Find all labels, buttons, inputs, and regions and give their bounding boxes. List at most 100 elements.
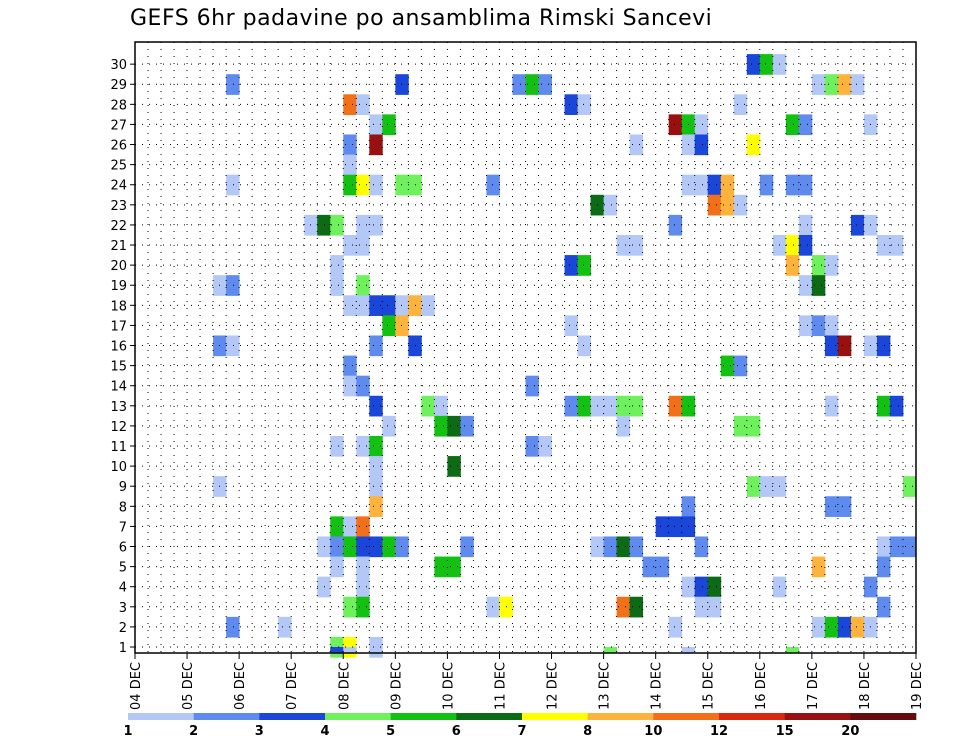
- heatmap-cell: [356, 556, 370, 578]
- heatmap-cell: [837, 335, 852, 357]
- heatmap-cell: [668, 214, 683, 236]
- heatmap-cell: [850, 616, 865, 638]
- heatmap-cell: [395, 536, 409, 558]
- heatmap-cell: [707, 576, 722, 598]
- heatmap-cell: [824, 395, 839, 417]
- heatmap-cell: [226, 335, 240, 357]
- heatmap-cell: [369, 456, 383, 477]
- heatmap-cell: [759, 54, 774, 75]
- heatmap-cell: [330, 275, 344, 296]
- heatmap-cell: [707, 596, 722, 618]
- colorbar-label: 10: [644, 724, 662, 739]
- y-tick-label: 15: [110, 360, 127, 375]
- heatmap-cell: [668, 616, 683, 638]
- x-tick-label: 19 DEC: [910, 662, 925, 710]
- heatmap-cell: [564, 94, 578, 115]
- heatmap-cell: [811, 255, 826, 276]
- heatmap-cell: [785, 234, 800, 256]
- heatmap-cell: [720, 174, 735, 196]
- heatmap-cell: [811, 275, 826, 296]
- plot-frame: [134, 41, 917, 654]
- heatmap-cell: [616, 596, 631, 618]
- heatmap-cell: [525, 435, 539, 457]
- heatmap-cell: [876, 234, 891, 256]
- heatmap-cell: [356, 275, 370, 296]
- y-tick-label: 19: [110, 279, 127, 294]
- heatmap-cell: [876, 395, 891, 417]
- heatmap-cell: [460, 536, 474, 558]
- x-tick-label: 08 DEC: [337, 662, 352, 710]
- heatmap-cell: [694, 576, 709, 598]
- colorbar-swatch: [193, 713, 260, 720]
- colorbar-swatch: [390, 713, 457, 720]
- colorbar-swatch: [850, 713, 917, 720]
- heatmap-cell: [369, 395, 383, 417]
- heatmap-cell: [824, 496, 839, 517]
- heatmap-cell: [343, 596, 357, 618]
- heatmap-cell: [343, 647, 357, 653]
- heatmap-cell: [226, 275, 240, 296]
- y-tick-label: 30: [110, 58, 127, 73]
- y-tick-label: 27: [110, 118, 127, 133]
- heatmap-cell: [382, 295, 396, 316]
- chart-title: GEFS 6hr padavine po ansamblima Rimski S…: [130, 6, 713, 31]
- y-tick-label: 22: [110, 219, 127, 234]
- heatmap-cell: [486, 596, 500, 618]
- chart-axes: 1234567891011121314151617181920212223242…: [110, 41, 925, 710]
- heatmap-cell: [668, 395, 683, 417]
- heatmap-cell: [356, 596, 370, 618]
- x-tick-label: 15 DEC: [702, 662, 717, 710]
- heatmap-cell: [655, 516, 670, 538]
- x-tick-label: 06 DEC: [233, 662, 248, 710]
- heatmap-cell: [811, 556, 826, 578]
- heatmap-cell: [642, 556, 657, 578]
- heatmap-cell: [343, 355, 357, 377]
- heatmap-cell: [876, 536, 891, 558]
- heatmap-cell: [668, 516, 683, 538]
- heatmap-cell: [525, 375, 539, 397]
- y-tick-label: 10: [110, 460, 127, 475]
- heatmap-cell: [850, 74, 865, 95]
- heatmap-cell: [798, 315, 813, 337]
- colorbar-swatch: [325, 713, 391, 720]
- heatmap-cell: [694, 596, 709, 618]
- heatmap-cell: [707, 194, 722, 216]
- colorbar-swatch: [719, 713, 785, 720]
- heatmap-cell: [720, 355, 735, 377]
- heatmap-cell: [278, 616, 292, 638]
- heatmap-cell: [330, 214, 344, 236]
- heatmap-cell: [577, 395, 591, 417]
- heatmap-cell: [746, 134, 761, 156]
- heatmap-cell: [850, 214, 865, 236]
- x-tick-label: 12 DEC: [546, 662, 561, 710]
- colorbar-swatch: [456, 713, 523, 720]
- heatmap-cell: [694, 536, 709, 558]
- y-tick-label: 23: [110, 199, 127, 214]
- heatmap-cell: [421, 295, 435, 316]
- heatmap-cell: [824, 315, 839, 337]
- heatmap-cell: [343, 134, 357, 156]
- heatmap-cell: [889, 234, 904, 256]
- x-tick-label: 13 DEC: [598, 662, 613, 710]
- heatmap-cell: [759, 476, 774, 497]
- heatmap-cell: [525, 74, 539, 95]
- chart-grid: [135, 42, 916, 653]
- heatmap-cell: [824, 335, 839, 357]
- heatmap-cell: [317, 536, 331, 558]
- colorbar-legend: 1 2 3 4 5 6 7 8 10 12 15 20: [123, 713, 917, 739]
- heatmap-cell: [447, 415, 461, 437]
- colorbar-swatch: [259, 713, 326, 720]
- heatmap-cell: [564, 315, 578, 337]
- colorbar-label: 15: [776, 724, 794, 739]
- heatmap-cell: [746, 476, 761, 497]
- heatmap-cell: [733, 415, 748, 437]
- heatmap-cell: [785, 114, 800, 136]
- heatmap-cell: [824, 74, 839, 95]
- heatmap-cell: [343, 174, 357, 196]
- heatmap-cell: [694, 134, 709, 156]
- heatmap-cell: [343, 154, 357, 176]
- heatmap-cell: [369, 476, 383, 497]
- colorbar-label: 6: [452, 724, 461, 739]
- heatmap-cell: [369, 295, 383, 316]
- heatmap-cell: [356, 435, 370, 457]
